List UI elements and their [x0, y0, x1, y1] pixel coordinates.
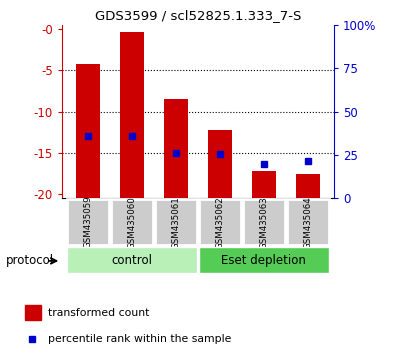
Text: GSM435061: GSM435061: [172, 196, 180, 249]
Text: GSM435063: GSM435063: [259, 196, 268, 249]
FancyBboxPatch shape: [243, 199, 285, 245]
Bar: [25, 305, 41, 320]
Bar: [164, 99, 188, 198]
Bar: [296, 174, 320, 198]
FancyBboxPatch shape: [199, 247, 329, 273]
Text: transformed count: transformed count: [48, 308, 149, 318]
Text: control: control: [112, 254, 153, 267]
FancyBboxPatch shape: [67, 199, 109, 245]
Text: protocol: protocol: [6, 255, 54, 267]
FancyBboxPatch shape: [111, 199, 153, 245]
Bar: [208, 130, 232, 198]
FancyBboxPatch shape: [287, 199, 329, 245]
Bar: [76, 64, 100, 198]
Text: percentile rank within the sample: percentile rank within the sample: [48, 334, 231, 344]
Title: GDS3599 / scl52825.1.333_7-S: GDS3599 / scl52825.1.333_7-S: [95, 9, 301, 22]
Text: GSM435064: GSM435064: [303, 196, 312, 249]
FancyBboxPatch shape: [67, 247, 197, 273]
FancyBboxPatch shape: [199, 199, 241, 245]
Text: GSM435062: GSM435062: [216, 196, 224, 249]
Text: GSM435059: GSM435059: [84, 196, 93, 249]
Text: GSM435060: GSM435060: [128, 196, 137, 249]
FancyBboxPatch shape: [155, 199, 197, 245]
Bar: [120, 32, 144, 198]
Text: Eset depletion: Eset depletion: [221, 254, 306, 267]
Bar: [252, 171, 276, 198]
